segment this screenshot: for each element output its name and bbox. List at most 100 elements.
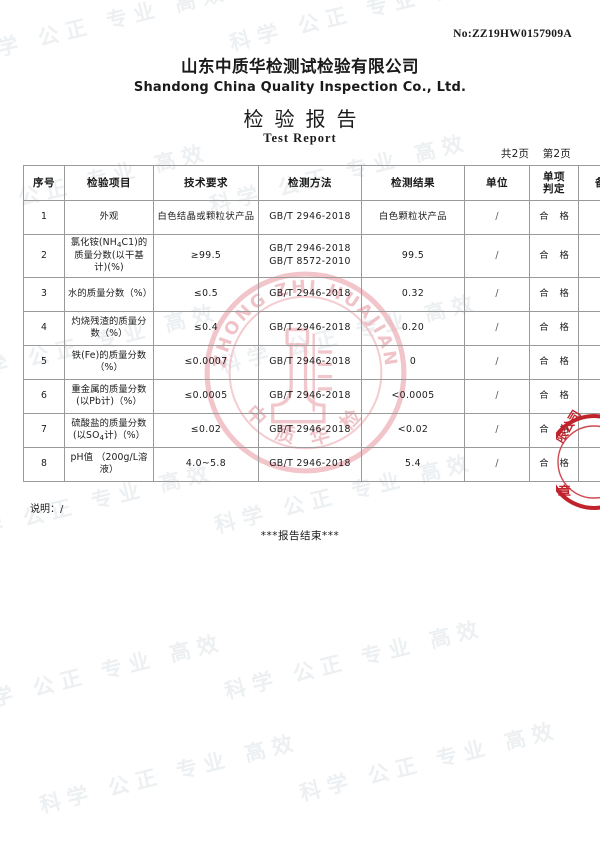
cell-spec: 白色结晶或颗粒状产品 bbox=[153, 200, 259, 235]
cell-remark: / bbox=[578, 378, 600, 414]
table-row: 4 灼烧残渣的质量分数（%） ≤0.4 GB/T 2946-2018 0.20 … bbox=[23, 310, 600, 346]
cell-remark: / bbox=[578, 234, 600, 278]
cell-item: 重金属的质量分数(以Pb计)（%） bbox=[64, 378, 154, 414]
cell-remark: / bbox=[578, 412, 600, 448]
col-index: 序号 bbox=[23, 165, 65, 201]
cell-result: 0 bbox=[361, 344, 465, 380]
cell-spec: ≤0.02 bbox=[153, 412, 259, 448]
cell-result: 白色颗粒状产品 bbox=[361, 200, 465, 235]
cell-item: 灼烧残渣的质量分数（%） bbox=[64, 310, 154, 346]
cell-index: 7 bbox=[23, 412, 65, 448]
cell-unit: / bbox=[464, 310, 530, 346]
cell-index: 8 bbox=[23, 446, 65, 482]
page-indicator: 共2页 第2页 bbox=[501, 146, 571, 161]
item-suffix: C1)的质量分数(以干基计)(%) bbox=[74, 237, 148, 274]
cell-unit: / bbox=[464, 378, 530, 414]
cell-verdict: 合 格 bbox=[529, 412, 579, 448]
col-item: 检验项目 bbox=[64, 165, 154, 201]
cell-spec: ≤0.5 bbox=[153, 276, 259, 312]
cell-spec: ≤0.4 bbox=[153, 310, 259, 346]
cell-result: 99.5 bbox=[361, 234, 465, 278]
company-name-en: Shandong China Quality Inspection Co., L… bbox=[133, 80, 467, 95]
table-row: 6 重金属的质量分数(以Pb计)（%） ≤0.0005 GB/T 2946-20… bbox=[23, 378, 600, 414]
cell-method: GB/T 2946-2018 GB/T 8572-2010 bbox=[258, 234, 362, 278]
table-row: 8 pH值 （200g/L溶液） 4.0~5.8 GB/T 2946-2018 … bbox=[23, 446, 600, 482]
cell-unit: / bbox=[464, 234, 530, 278]
table-row: 7 硫酸盐的质量分数(以SO4计)（%） ≤0.02 GB/T 2946-201… bbox=[23, 412, 600, 448]
end-of-report-mark: ***报告结束*** bbox=[260, 530, 340, 542]
cell-unit: / bbox=[464, 446, 530, 482]
cell-item: 外观 bbox=[64, 200, 154, 235]
col-result: 检测结果 bbox=[361, 165, 465, 201]
table-row: 5 铁(Fe)的质量分数（%） ≤0.0007 GB/T 2946-2018 0… bbox=[23, 344, 600, 380]
col-verdict-line1: 单项 bbox=[543, 170, 565, 183]
cell-index: 3 bbox=[23, 276, 65, 312]
cell-result: <0.0005 bbox=[361, 378, 465, 414]
cell-item: pH值 （200g/L溶液） bbox=[64, 446, 154, 482]
cell-verdict: 合 格 bbox=[529, 446, 579, 482]
cell-verdict: 合 格 bbox=[529, 378, 579, 414]
method-line-1: GB/T 2946-2018 bbox=[269, 243, 351, 255]
cell-remark: / bbox=[578, 200, 600, 235]
cell-verdict: 合 格 bbox=[529, 276, 579, 312]
cell-result: 0.32 bbox=[361, 276, 465, 312]
item-subscript: 4 bbox=[116, 239, 122, 249]
cell-item: 水的质量分数（%） bbox=[64, 276, 154, 312]
method-line-2: GB/T 8572-2010 bbox=[269, 255, 351, 267]
table-row: 1 外观 白色结晶或颗粒状产品 GB/T 2946-2018 白色颗粒状产品 /… bbox=[23, 200, 600, 235]
col-method: 检测方法 bbox=[258, 165, 362, 201]
cell-remark: / bbox=[578, 276, 600, 312]
cell-spec: ≤0.0005 bbox=[153, 378, 259, 414]
cell-remark: / bbox=[578, 446, 600, 482]
cell-method: GB/T 2946-2018 bbox=[258, 412, 362, 448]
cell-index: 5 bbox=[23, 344, 65, 380]
cell-spec: ≥99.5 bbox=[153, 234, 259, 278]
cell-index: 4 bbox=[23, 310, 65, 346]
cell-item: 氯化铵(NH4C1)的质量分数(以干基计)(%) bbox=[64, 234, 154, 278]
cell-method: GB/T 2946-2018 bbox=[258, 378, 362, 414]
page-title: 检验报告 bbox=[243, 107, 368, 131]
document-number: No:ZZ19HW0157909A bbox=[453, 28, 572, 40]
cell-item: 硫酸盐的质量分数(以SO4计)（%） bbox=[64, 412, 154, 448]
page-current: 第2页 bbox=[542, 148, 571, 160]
note-label: 说明：/ bbox=[30, 504, 64, 515]
cell-unit: / bbox=[464, 412, 530, 448]
cell-remark: / bbox=[578, 344, 600, 380]
col-spec: 技术要求 bbox=[153, 165, 259, 201]
cell-item: 铁(Fe)的质量分数（%） bbox=[64, 344, 154, 380]
item-suffix: 计)（%） bbox=[104, 430, 146, 442]
cell-index: 2 bbox=[23, 234, 65, 278]
col-verdict-line2: 判定 bbox=[543, 183, 565, 195]
table-header-row: 序号 检验项目 技术要求 检测方法 检测结果 单位 单项 判定 备注 bbox=[23, 165, 600, 201]
item-subscript: 4 bbox=[99, 432, 105, 442]
cell-method: GB/T 2946-2018 bbox=[258, 344, 362, 380]
cell-spec: 4.0~5.8 bbox=[153, 446, 259, 482]
cell-remark: / bbox=[578, 310, 600, 346]
cell-verdict: 合 格 bbox=[529, 234, 579, 278]
cell-result: <0.02 bbox=[361, 412, 465, 448]
cell-method: GB/T 2946-2018 bbox=[258, 446, 362, 482]
page-title-en: Test Report bbox=[263, 131, 337, 145]
cell-result: 0.20 bbox=[361, 310, 465, 346]
page-total: 共2页 bbox=[500, 148, 530, 160]
cell-unit: / bbox=[464, 200, 530, 235]
company-name-cn: 山东中质华检测试检验有限公司 bbox=[181, 57, 419, 76]
cell-verdict: 合 格 bbox=[529, 310, 579, 346]
col-verdict: 单项 判定 bbox=[529, 165, 579, 201]
cell-verdict: 合 格 bbox=[529, 200, 579, 235]
item-prefix: 硫酸盐的质量分数(以SO bbox=[71, 417, 147, 442]
cell-spec: ≤0.0007 bbox=[153, 344, 259, 380]
col-remark: 备注 bbox=[578, 165, 600, 201]
cell-method: GB/T 2946-2018 bbox=[258, 310, 362, 346]
cell-verdict: 合 格 bbox=[529, 344, 579, 380]
table-row: 2 氯化铵(NH4C1)的质量分数(以干基计)(%) ≥99.5 GB/T 29… bbox=[23, 234, 600, 278]
cell-index: 6 bbox=[23, 378, 65, 414]
item-prefix: 氯化铵(NH bbox=[70, 237, 117, 248]
col-unit: 单位 bbox=[464, 165, 530, 201]
cell-method: GB/T 2946-2018 bbox=[258, 276, 362, 312]
table-row: 3 水的质量分数（%） ≤0.5 GB/T 2946-2018 0.32 / 合… bbox=[23, 276, 600, 312]
cell-unit: / bbox=[464, 276, 530, 312]
test-results-table: 序号 检验项目 技术要求 检测方法 检测结果 单位 单项 判定 备注 1 外观 … bbox=[23, 165, 600, 482]
cell-unit: / bbox=[464, 344, 530, 380]
